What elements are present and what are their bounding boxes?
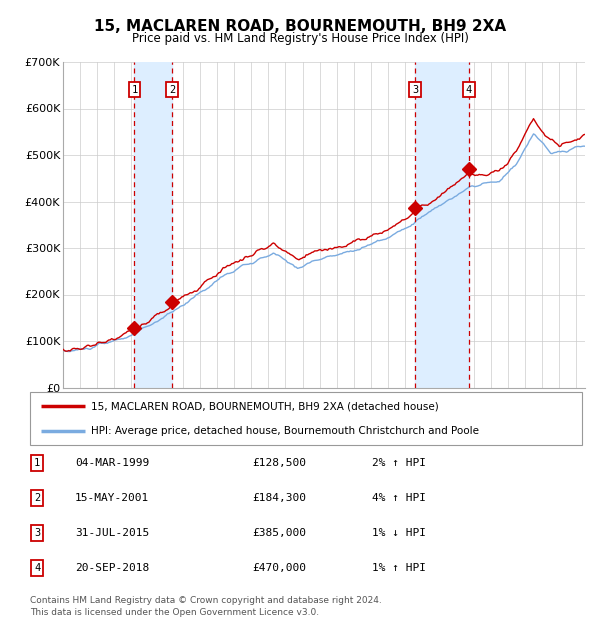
Text: 1% ↓ HPI: 1% ↓ HPI: [372, 528, 426, 538]
FancyBboxPatch shape: [30, 392, 582, 445]
Text: £184,300: £184,300: [252, 493, 306, 503]
Text: 3: 3: [412, 85, 418, 95]
Text: 1: 1: [34, 458, 40, 467]
Text: £385,000: £385,000: [252, 528, 306, 538]
Text: This data is licensed under the Open Government Licence v3.0.: This data is licensed under the Open Gov…: [30, 608, 319, 617]
Text: 1% ↑ HPI: 1% ↑ HPI: [372, 564, 426, 574]
Text: £470,000: £470,000: [252, 564, 306, 574]
Text: 20-SEP-2018: 20-SEP-2018: [75, 564, 149, 574]
Text: Price paid vs. HM Land Registry's House Price Index (HPI): Price paid vs. HM Land Registry's House …: [131, 32, 469, 45]
Bar: [134, 62, 172, 388]
Text: 15-MAY-2001: 15-MAY-2001: [75, 493, 149, 503]
Text: 15, MACLAREN ROAD, BOURNEMOUTH, BH9 2XA (detached house): 15, MACLAREN ROAD, BOURNEMOUTH, BH9 2XA …: [91, 401, 439, 411]
Text: 4: 4: [466, 85, 472, 95]
Text: 3: 3: [34, 528, 40, 538]
Text: 2: 2: [34, 493, 40, 503]
Text: 2: 2: [169, 85, 175, 95]
Text: 4: 4: [34, 564, 40, 574]
Text: 1: 1: [131, 85, 137, 95]
Text: 04-MAR-1999: 04-MAR-1999: [75, 458, 149, 467]
Text: HPI: Average price, detached house, Bournemouth Christchurch and Poole: HPI: Average price, detached house, Bour…: [91, 426, 479, 436]
Text: Contains HM Land Registry data © Crown copyright and database right 2024.: Contains HM Land Registry data © Crown c…: [30, 596, 382, 606]
Bar: [415, 62, 469, 388]
Text: 31-JUL-2015: 31-JUL-2015: [75, 528, 149, 538]
Text: 4% ↑ HPI: 4% ↑ HPI: [372, 493, 426, 503]
Text: 15, MACLAREN ROAD, BOURNEMOUTH, BH9 2XA: 15, MACLAREN ROAD, BOURNEMOUTH, BH9 2XA: [94, 19, 506, 33]
Text: 2% ↑ HPI: 2% ↑ HPI: [372, 458, 426, 467]
Text: £128,500: £128,500: [252, 458, 306, 467]
